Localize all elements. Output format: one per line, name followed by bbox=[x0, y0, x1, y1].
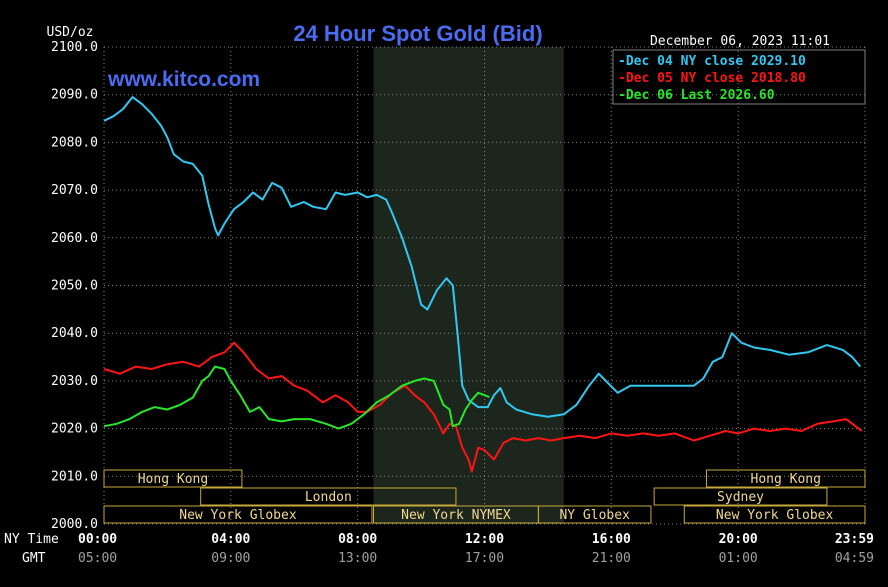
series-line bbox=[103, 365, 490, 430]
y-tick-label: 2010.0 bbox=[51, 469, 98, 484]
session-box bbox=[705, 469, 866, 488]
session-label: Hong Kong bbox=[138, 472, 208, 487]
y-tick-label: 2050.0 bbox=[51, 279, 98, 294]
session-box bbox=[200, 487, 457, 506]
x-row-label-gmt: GMT bbox=[22, 551, 46, 566]
y-tick-label: 2020.0 bbox=[51, 422, 98, 437]
legend-entry: -Dec 05 NY close 2018.80 bbox=[618, 71, 806, 86]
session-label: NY Globex bbox=[559, 508, 630, 523]
chart-title: 24 Hour Spot Gold (Bid) bbox=[293, 21, 542, 46]
session-label: New York NYMEX bbox=[401, 508, 511, 523]
watermark-url: www.kitco.com bbox=[107, 68, 260, 91]
x-tick-label-gmt: 13:00 bbox=[338, 551, 377, 566]
legend-entry: -Dec 06 Last 2026.60 bbox=[618, 88, 775, 103]
y-tick-label: 2060.0 bbox=[51, 231, 98, 246]
x-tick-label-gmt: 09:00 bbox=[211, 551, 250, 566]
x-tick-label-ny: 08:00 bbox=[338, 532, 377, 547]
series-line bbox=[103, 341, 863, 473]
session-label: New York Globex bbox=[179, 508, 297, 523]
x-tick-label-ny: 12:00 bbox=[465, 532, 504, 547]
session-label: Hong Kong bbox=[751, 472, 821, 487]
x-tick-label-gmt: 17:00 bbox=[465, 551, 504, 566]
legend-entry: -Dec 04 NY close 2029.10 bbox=[618, 54, 806, 69]
x-tick-label-ny: 23:59 bbox=[835, 532, 874, 547]
y-tick-label: 2040.0 bbox=[51, 326, 98, 341]
session-box bbox=[103, 505, 373, 524]
y-tick-label: 2030.0 bbox=[51, 374, 98, 389]
x-tick-label-ny: 20:00 bbox=[719, 532, 758, 547]
legend-box bbox=[612, 49, 866, 105]
x-row-label-ny: NY Time bbox=[4, 532, 59, 547]
chart-timestamp: December 06, 2023 11:01 bbox=[650, 34, 830, 49]
y-tick-label: 2070.0 bbox=[51, 183, 98, 198]
series-line bbox=[103, 96, 861, 418]
y-tick-label: 2100.0 bbox=[51, 40, 98, 55]
x-tick-label-gmt: 04:59 bbox=[835, 551, 874, 566]
y-tick-label: 2090.0 bbox=[51, 88, 98, 103]
session-box bbox=[103, 469, 243, 488]
x-tick-label-ny: 00:00 bbox=[78, 532, 117, 547]
x-tick-label-ny: 16:00 bbox=[592, 532, 631, 547]
session-label: London bbox=[305, 490, 352, 505]
session-label: Sydney bbox=[717, 490, 764, 505]
session-box bbox=[683, 505, 866, 524]
session-box bbox=[537, 505, 652, 524]
session-box bbox=[653, 487, 828, 506]
y-axis-unit: USD/oz bbox=[47, 25, 94, 40]
x-tick-label-gmt: 05:00 bbox=[78, 551, 117, 566]
x-tick-label-ny: 04:00 bbox=[211, 532, 250, 547]
x-tick-label-gmt: 01:00 bbox=[719, 551, 758, 566]
y-tick-label: 2080.0 bbox=[51, 135, 98, 150]
y-tick-label: 2000.0 bbox=[51, 517, 98, 532]
session-label: New York Globex bbox=[716, 508, 834, 523]
x-tick-label-gmt: 21:00 bbox=[592, 551, 631, 566]
